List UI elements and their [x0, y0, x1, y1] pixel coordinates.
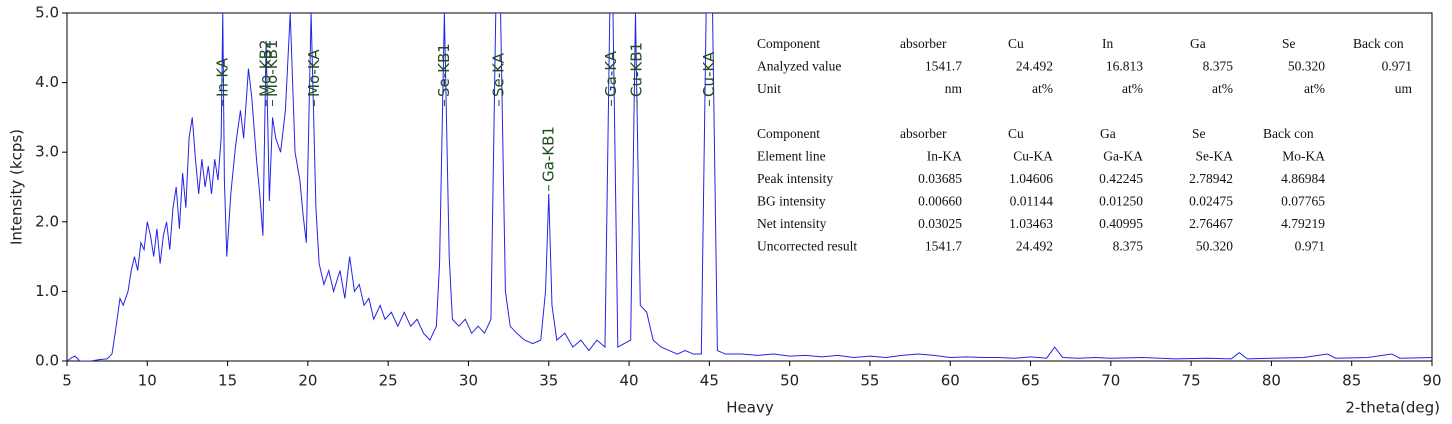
- table-cell: at%: [1304, 81, 1325, 96]
- x-tick-label: 30: [459, 372, 478, 390]
- x-tick-label: 20: [298, 372, 317, 390]
- table-header: Component: [757, 126, 820, 141]
- table-cell: BG intensity: [757, 194, 826, 209]
- table-cell: Mo-KA: [1282, 149, 1325, 164]
- peak-label: Ga-KA: [602, 50, 620, 97]
- y-tick-label: 3.0: [35, 143, 59, 161]
- table-cell: 8.375: [1203, 59, 1234, 74]
- x-tick-label: 65: [1021, 372, 1040, 390]
- table-cell: 50.320: [1288, 59, 1325, 74]
- x-tick-label: 70: [1101, 372, 1120, 390]
- table-cell: 1541.7: [925, 239, 962, 254]
- peak-label: Se-KB1: [435, 43, 453, 97]
- table-header: Ga: [1190, 36, 1206, 51]
- table-cell: 0.01144: [1010, 194, 1054, 209]
- table-cell: 1541.7: [925, 59, 962, 74]
- table-header: Ga: [1100, 126, 1116, 141]
- table-cell: 50.320: [1196, 239, 1233, 254]
- table-cell: nm: [945, 81, 963, 96]
- spectrum-line: [67, 13, 1432, 361]
- table-header: Se: [1282, 36, 1296, 51]
- table-cell: 24.492: [1016, 239, 1053, 254]
- table-cell: Unit: [757, 81, 781, 96]
- table-cell: Cu-KA: [1013, 149, 1053, 164]
- y-tick-label: 5.0: [35, 4, 59, 22]
- table-header: Cu: [1008, 126, 1024, 141]
- table-cell: 2.78942: [1189, 171, 1233, 186]
- peak-label: Cu-KB1: [628, 42, 646, 97]
- table-header: absorber: [900, 36, 947, 51]
- table-header: Back con: [1353, 36, 1404, 51]
- table-cell: 0.03685: [918, 171, 962, 186]
- table-header: Back con: [1263, 126, 1314, 141]
- table-cell: 0.00660: [918, 194, 962, 209]
- peak-label: Mo-KB2: [257, 40, 275, 97]
- x-tick-label: 40: [620, 372, 639, 390]
- table-cell: Element line: [757, 149, 826, 164]
- table-header: Se: [1192, 126, 1206, 141]
- plot-frame: [66, 12, 1433, 362]
- table-cell: 0.01250: [1099, 194, 1143, 209]
- x-tick-label: 80: [1262, 372, 1281, 390]
- table-cell: 0.03025: [918, 216, 962, 231]
- plot-area: [67, 13, 1432, 361]
- x-tick-label: 85: [1342, 372, 1361, 390]
- y-tick-label: 4.0: [35, 73, 59, 91]
- x-tick-label: 75: [1182, 372, 1201, 390]
- y-tick-label: 2.0: [35, 212, 59, 230]
- x-tick-label: 10: [138, 372, 157, 390]
- table-cell: 24.492: [1016, 59, 1053, 74]
- x-tick-label: 60: [941, 372, 960, 390]
- table-cell: 0.42245: [1099, 171, 1143, 186]
- table-cell: 0.07765: [1281, 194, 1325, 209]
- table-cell: um: [1395, 81, 1413, 96]
- table-cell: 0.40995: [1099, 216, 1143, 231]
- peak-label: Ga-KB1: [539, 126, 557, 182]
- table-cell: Net intensity: [757, 216, 827, 231]
- x-tick-label: 55: [860, 372, 879, 390]
- table-header: absorber: [900, 126, 947, 141]
- peak-label: Se-KA: [489, 52, 507, 97]
- table-cell: 16.813: [1106, 59, 1143, 74]
- y-tick-label: 1.0: [35, 282, 59, 300]
- peak-label: Mo-KA: [305, 49, 323, 97]
- table-cell: 4.86984: [1281, 171, 1325, 186]
- table-cell: 0.971: [1382, 59, 1412, 74]
- table-cell: 4.79219: [1281, 216, 1325, 231]
- table-cell: 1.04606: [1009, 171, 1053, 186]
- x-tick-label: 90: [1422, 372, 1441, 390]
- subtitle: Heavy: [726, 399, 774, 417]
- peak-label: In-KA: [213, 57, 231, 97]
- table-cell: at%: [1122, 81, 1143, 96]
- peak-label: Mo-KB1: [263, 40, 281, 97]
- table-cell: 1.03463: [1009, 216, 1053, 231]
- table-cell: Uncorrected result: [757, 239, 857, 254]
- table-header: Component: [757, 36, 820, 51]
- table-cell: 8.375: [1113, 239, 1144, 254]
- y-axis-label: Intensity (kcps): [8, 129, 26, 245]
- table-cell: 2.76467: [1189, 216, 1233, 231]
- table-cell: 0.971: [1295, 239, 1325, 254]
- table-cell: at%: [1212, 81, 1233, 96]
- x-tick-label: 45: [700, 372, 719, 390]
- table-header: In: [1102, 36, 1113, 51]
- table-cell: Peak intensity: [757, 171, 833, 186]
- table-cell: 0.02475: [1189, 194, 1233, 209]
- table-cell: Analyzed value: [757, 59, 841, 74]
- y-tick-label: 0.0: [35, 352, 59, 370]
- table-cell: at%: [1032, 81, 1053, 96]
- table-cell: In-KA: [927, 149, 962, 164]
- x-tick-label: 25: [379, 372, 398, 390]
- x-tick-label: 50: [780, 372, 799, 390]
- x-tick-label: 15: [218, 372, 237, 390]
- peak-label: Cu-KA: [700, 51, 718, 97]
- x-tick-label: 5: [62, 372, 72, 390]
- x-axis-label: 2-theta(deg): [1345, 399, 1440, 417]
- x-tick-label: 35: [539, 372, 558, 390]
- table-cell: Ga-KA: [1103, 149, 1143, 164]
- table-header: Cu: [1008, 36, 1024, 51]
- table-cell: Se-KA: [1196, 149, 1234, 164]
